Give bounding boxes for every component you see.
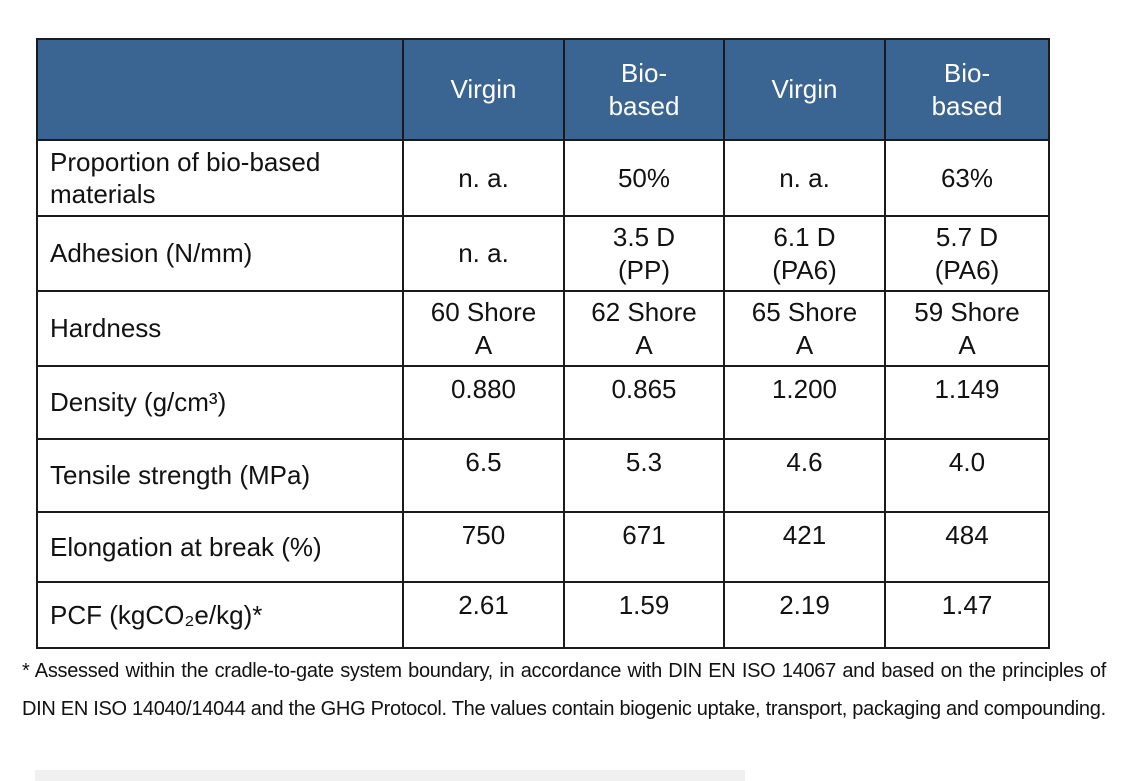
cell-value: 1.200 <box>723 365 886 440</box>
cell-value: 1.47 <box>884 581 1050 649</box>
cell-value: 750 <box>402 511 565 583</box>
cell-value: 50% <box>563 139 725 217</box>
cropped-artifact-strip <box>35 770 745 781</box>
cell-value: n. a. <box>723 139 886 217</box>
header-cell-biobased-1: Bio- based <box>563 38 725 141</box>
header-cell-virgin-2: Virgin <box>723 38 886 141</box>
row-label: Density (g/cm³) <box>36 365 404 440</box>
table-row-density: Density (g/cm³) 0.880 0.865 1.200 1.149 <box>36 365 1050 440</box>
cell-value: 2.61 <box>402 581 565 649</box>
cell-value: 4.6 <box>723 438 886 513</box>
cell-value: 4.0 <box>884 438 1050 513</box>
row-label: Hardness <box>36 290 404 367</box>
cell-value: 421 <box>723 511 886 583</box>
row-label: Proportion of bio-based materials <box>36 139 404 217</box>
cell-value: 59 Shore A <box>884 290 1050 367</box>
cell-value: 0.865 <box>563 365 725 440</box>
row-label: Tensile strength (MPa) <box>36 438 404 513</box>
cell-value: n. a. <box>402 139 565 217</box>
footnote: * Assessed within the cradle-to-gate sys… <box>22 660 1106 720</box>
table-row-adhesion: Adhesion (N/mm) n. a. 3.5 D (PP) 6.1 D (… <box>36 215 1050 292</box>
header-cell-empty <box>36 38 404 141</box>
cell-value: 671 <box>563 511 725 583</box>
cell-value: 484 <box>884 511 1050 583</box>
cell-value: 65 Shore A <box>723 290 886 367</box>
cell-value: 6.1 D (PA6) <box>723 215 886 292</box>
cell-value: 6.5 <box>402 438 565 513</box>
table-row-proportion: Proportion of bio-based materials n. a. … <box>36 139 1050 217</box>
cell-value: 1.149 <box>884 365 1050 440</box>
cell-value: 63% <box>884 139 1050 217</box>
cell-value: 60 Shore A <box>402 290 565 367</box>
table-row-hardness: Hardness 60 Shore A 62 Shore A 65 Shore … <box>36 290 1050 367</box>
cell-value: 62 Shore A <box>563 290 725 367</box>
header-row: Virgin Bio- based Virgin Bio- based <box>36 38 1050 141</box>
row-label: Adhesion (N/mm) <box>36 215 404 292</box>
row-label: PCF (kgCO₂e/kg)* <box>36 581 404 649</box>
header-cell-virgin-1: Virgin <box>402 38 565 141</box>
cell-value: 5.7 D (PA6) <box>884 215 1050 292</box>
cell-value: 2.19 <box>723 581 886 649</box>
table-row-pcf: PCF (kgCO₂e/kg)* 2.61 1.59 2.19 1.47 <box>36 581 1050 649</box>
header-cell-biobased-2: Bio- based <box>884 38 1050 141</box>
cell-value: 1.59 <box>563 581 725 649</box>
cell-value: 3.5 D (PP) <box>563 215 725 292</box>
table-row-tensile-strength: Tensile strength (MPa) 6.5 5.3 4.6 4.0 <box>36 438 1050 513</box>
cell-value: 0.880 <box>402 365 565 440</box>
table-row-elongation: Elongation at break (%) 750 671 421 484 <box>36 511 1050 583</box>
material-properties-table: Virgin Bio- based Virgin Bio- based Prop… <box>36 38 1050 649</box>
cell-value: n. a. <box>402 215 565 292</box>
row-label: Elongation at break (%) <box>36 511 404 583</box>
cell-value: 5.3 <box>563 438 725 513</box>
